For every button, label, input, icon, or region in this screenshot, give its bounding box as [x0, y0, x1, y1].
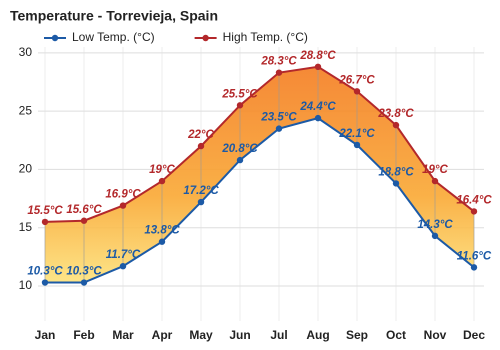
value-label: 24.4°C [299, 101, 336, 113]
y-tick-label: 15 [19, 220, 33, 234]
x-tick-label: Sep [346, 328, 368, 342]
value-label: 28.3°C [260, 56, 297, 68]
x-tick-label: Oct [386, 328, 406, 342]
y-tick-label: 10 [19, 278, 33, 292]
value-label: 16.9°C [105, 189, 141, 201]
data-point [353, 88, 361, 95]
data-point [41, 279, 49, 286]
y-tick-label: 20 [19, 162, 33, 176]
value-label: 10.3°C [27, 266, 63, 278]
data-point [392, 121, 400, 129]
value-label: 23.8°C [377, 108, 414, 120]
chart-title: Temperature - Torrevieja, Spain [10, 8, 218, 24]
value-label: 18.8°C [378, 166, 414, 178]
legend-label: High Temp. (°C) [223, 30, 308, 44]
data-point [158, 177, 166, 185]
value-label: 28.8°C [299, 50, 336, 62]
data-point [275, 69, 283, 76]
value-label: 13.8°C [144, 225, 180, 237]
value-label: 15.5°C [27, 205, 63, 217]
legend-label: Low Temp. (°C) [72, 30, 155, 44]
data-point [392, 180, 400, 187]
data-point [314, 114, 322, 122]
data-point [353, 141, 361, 149]
x-tick-label: Apr [152, 328, 173, 342]
x-tick-label: Dec [463, 328, 485, 342]
value-label: 20.8°C [221, 143, 258, 155]
value-label: 10.3°C [66, 266, 102, 278]
value-label: 17.2°C [183, 185, 219, 197]
value-label: 26.7°C [338, 74, 375, 86]
x-tick-label: Mar [112, 328, 134, 342]
x-tick-label: Aug [306, 328, 329, 342]
data-point [236, 102, 244, 109]
x-tick-label: Jun [229, 328, 250, 342]
data-point [119, 202, 127, 209]
value-label: 11.7°C [106, 249, 141, 261]
data-point [41, 218, 49, 226]
data-point [80, 279, 88, 286]
x-tick-label: Nov [424, 328, 447, 342]
data-point [431, 232, 439, 240]
data-point [314, 63, 322, 71]
value-label: 23.5°C [260, 112, 297, 124]
data-point [236, 156, 244, 164]
value-label: 14.3°C [417, 219, 453, 231]
data-point [119, 263, 127, 270]
value-label: 15.6°C [66, 204, 102, 216]
x-tick-label: Jan [35, 328, 56, 342]
legend-marker [51, 34, 59, 42]
value-label: 19°C [149, 164, 175, 176]
data-point [197, 198, 205, 206]
x-tick-label: May [189, 328, 213, 342]
x-tick-label: Feb [73, 328, 94, 342]
value-label: 22.1°C [338, 128, 375, 140]
data-point [470, 208, 478, 215]
series-line [45, 117, 475, 284]
data-point [197, 142, 205, 150]
value-label: 22°C [187, 129, 214, 141]
value-label: 11.6°C [457, 250, 492, 262]
data-point [80, 217, 88, 224]
data-point [158, 238, 166, 245]
x-tick-label: Jul [270, 328, 287, 342]
range-band [45, 66, 474, 283]
value-label: 25.5°C [221, 88, 258, 100]
data-point [431, 177, 439, 185]
data-point [275, 125, 283, 132]
data-point [470, 264, 478, 271]
series-line [44, 65, 475, 223]
y-tick-label: 25 [19, 103, 33, 117]
value-label: 19°C [422, 164, 448, 176]
value-label: 16.4°C [456, 194, 492, 206]
legend-marker [202, 34, 209, 42]
y-tick-label: 30 [19, 45, 33, 59]
